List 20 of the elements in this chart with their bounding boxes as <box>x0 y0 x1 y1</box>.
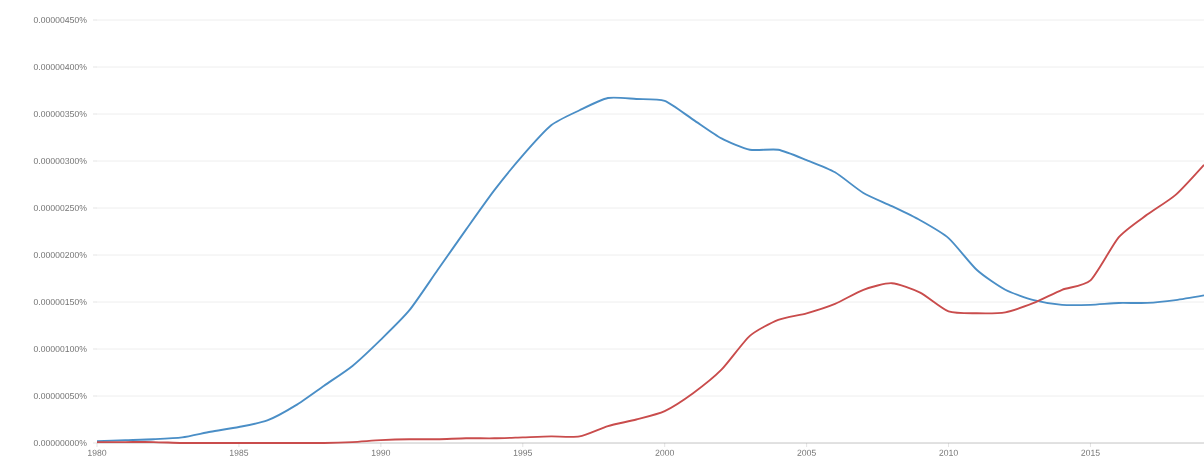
x-tick-label: 2000 <box>655 449 674 456</box>
line-series <box>96 96 1204 443</box>
y-tick-label: 0.00000150% <box>33 298 87 306</box>
x-tick-label: 1990 <box>371 449 391 456</box>
y-tick-label: 0.00000400% <box>33 63 87 71</box>
x-tick-label: 1995 <box>513 449 533 456</box>
y-tick-label: 0.00000350% <box>33 110 87 118</box>
line-series <box>96 163 1204 444</box>
y-tick-label: 0.00000250% <box>33 204 87 212</box>
x-tick-label: 2010 <box>939 449 958 456</box>
x-tick-label: 2015 <box>1081 449 1100 456</box>
y-tick-label: 0.00000050% <box>33 392 87 400</box>
x-tick-label: 1985 <box>229 449 249 456</box>
x-tick-label: 1980 <box>88 449 107 456</box>
y-tick-label: 0.00000000% <box>33 439 87 447</box>
x-tick-label: 2005 <box>797 449 816 456</box>
y-tick-label: 0.00000200% <box>33 251 87 259</box>
y-tick-label: 0.00000100% <box>33 345 87 353</box>
y-tick-label: 0.00000450% <box>33 16 87 24</box>
y-tick-label: 0.00000300% <box>33 157 87 165</box>
